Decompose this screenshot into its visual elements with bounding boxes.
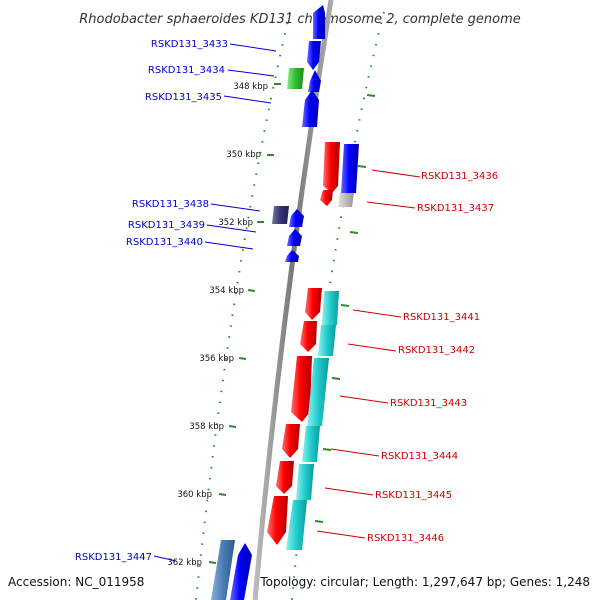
gene-label[interactable]: RSKD131_3435	[145, 92, 222, 103]
gene-arrow[interactable]	[287, 229, 302, 246]
map-title: Rhodobacter sphaeroides KD131 chromosome…	[79, 12, 520, 27]
tick-label-362kbp: 362 kbp	[167, 558, 202, 568]
tick-label-354kbp: 354 kbp	[209, 286, 244, 296]
inner-tick-ring	[195, 11, 291, 600]
label-leader	[229, 43, 277, 52]
topology-text: Topology: circular; Length: 1,297,647 bp…	[259, 575, 590, 589]
major-tick	[218, 493, 227, 496]
gene-arrow[interactable]	[276, 461, 294, 494]
tick-label-360kbp: 360 kbp	[177, 490, 212, 500]
label-leader	[316, 530, 366, 539]
gene-arrow[interactable]	[282, 424, 300, 458]
gene-label[interactable]: RSKD131_3438	[132, 199, 209, 210]
gene-label[interactable]: RSKD131_3440	[126, 237, 203, 248]
gene-arrow[interactable]	[296, 464, 314, 500]
gene-arrow[interactable]	[285, 250, 299, 262]
gene-arrow[interactable]	[272, 206, 289, 224]
gene-arrow[interactable]	[338, 193, 354, 207]
gene-arrow[interactable]	[302, 426, 320, 462]
forward-gene-labels: RSKD131_3433 RSKD131_3434 RSKD131_3435 R…	[75, 39, 228, 563]
gene-label[interactable]: RSKD131_3437	[417, 203, 494, 214]
major-tick	[314, 520, 324, 523]
gene-label[interactable]: RSKD131_3441	[403, 312, 480, 323]
gene-arrow[interactable]	[318, 325, 336, 356]
gene-arrow[interactable]	[308, 70, 321, 92]
gene-label[interactable]: RSKD131_3434	[148, 65, 225, 76]
label-leader	[330, 448, 380, 457]
label-leader	[347, 343, 397, 352]
gene-label[interactable]: RSKD131_3447	[75, 552, 152, 563]
major-tick	[208, 561, 217, 564]
gene-label[interactable]: RSKD131_3446	[367, 533, 444, 544]
tick-label-348kbp: 348 kbp	[233, 82, 268, 92]
tick-label-358kbp: 358 kbp	[189, 422, 224, 432]
tick-labels: 348 kbp 350 kbp 352 kbp 354 kbp 356 kbp …	[167, 82, 268, 568]
tick-label-350kbp: 350 kbp	[226, 150, 261, 160]
major-tick	[247, 289, 256, 292]
label-leader	[339, 395, 389, 404]
major-tick	[357, 165, 367, 168]
gene-arrow[interactable]	[267, 496, 288, 545]
major-tick	[331, 377, 341, 380]
label-leader	[223, 95, 272, 104]
gene-arrow[interactable]	[286, 500, 307, 550]
major-tick	[366, 94, 376, 97]
gene-arrow[interactable]	[322, 291, 339, 325]
label-leader	[371, 169, 421, 178]
major-ticks	[208, 83, 376, 564]
tick-label-352kbp: 352 kbp	[218, 218, 253, 228]
gene-label[interactable]: RSKD131_3444	[381, 451, 458, 462]
gene-arrow[interactable]	[302, 90, 319, 127]
gene-arrow[interactable]	[211, 540, 235, 600]
reverse-gene-labels: RSKD131_3436 RSKD131_3437 RSKD131_3441 R…	[367, 171, 498, 544]
label-leader	[204, 241, 254, 250]
major-tick	[238, 357, 247, 360]
gene-arrow[interactable]	[323, 142, 340, 193]
gene-arrow[interactable]	[300, 321, 317, 352]
label-leader	[227, 69, 275, 77]
reverse-label-leaders	[316, 169, 421, 539]
gene-arrow[interactable]	[287, 68, 304, 89]
accession-text: Accession: NC_011958	[8, 575, 144, 589]
gene-arrow[interactable]	[305, 288, 322, 320]
label-leader	[324, 487, 374, 496]
major-tick	[349, 231, 359, 234]
gene-arrow[interactable]	[320, 190, 333, 206]
tick-label-356kbp: 356 kbp	[199, 354, 234, 364]
gene-arrow[interactable]	[291, 356, 312, 422]
gene-label[interactable]: RSKD131_3436	[421, 171, 498, 182]
major-tick	[228, 425, 237, 428]
major-tick	[340, 304, 350, 307]
gene-label[interactable]: RSKD131_3442	[398, 345, 475, 356]
label-leader	[206, 224, 257, 233]
gene-label[interactable]: RSKD131_3439	[128, 220, 205, 231]
reverse-strand-genes	[267, 142, 359, 550]
gene-arrow[interactable]	[230, 543, 252, 600]
gene-arrow[interactable]	[307, 41, 321, 70]
gene-arrow[interactable]	[313, 5, 325, 39]
label-leader	[153, 555, 177, 562]
gene-label[interactable]: RSKD131_3445	[375, 490, 452, 501]
gene-label[interactable]: RSKD131_3443	[390, 398, 467, 409]
label-leader	[210, 203, 261, 212]
label-leader	[352, 309, 402, 318]
label-leader	[366, 201, 416, 209]
gene-label[interactable]: RSKD131_3433	[151, 39, 228, 50]
major-tick	[322, 448, 332, 451]
gene-arrow[interactable]	[289, 209, 304, 227]
gene-arrow[interactable]	[307, 358, 329, 426]
gene-arrow[interactable]	[341, 144, 359, 193]
forward-strand-genes	[211, 5, 325, 600]
forward-label-leaders	[153, 43, 277, 562]
